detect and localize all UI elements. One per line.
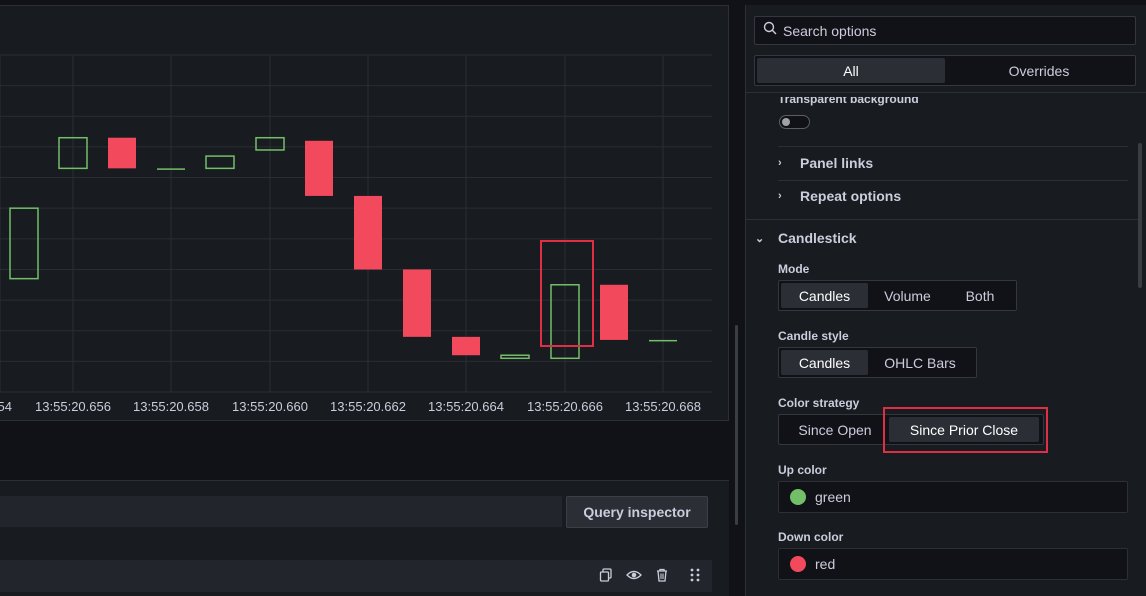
color-strategy-option-since-prior-close[interactable]: Since Prior Close [889,417,1039,442]
tab-all[interactable]: All [757,58,945,83]
pane-resize-handle[interactable] [735,325,738,525]
color-strategy-option-since-open[interactable]: Since Open [798,421,872,438]
divider [778,180,1128,181]
options-divider [746,92,1146,93]
candle [9,207,39,280]
mode-option-volume[interactable]: Volume [884,287,931,304]
transparent-background-label: Transparent background [778,97,919,106]
chevron-right-icon: › [778,190,782,202]
mode-option-candles[interactable]: Candles [781,283,868,308]
repeat-options-label: Repeat options [800,188,902,204]
panel-links-section[interactable]: › Panel links [778,148,873,178]
drag-handle-icon[interactable] [687,568,703,584]
repeat-options-section[interactable]: › Repeat options [778,181,901,211]
candle [452,336,480,356]
since-prior-close-highlight-box [883,407,1048,453]
candle-highlight-box [540,240,594,347]
down-color-label: Down color [778,530,844,544]
query-inspector-button[interactable]: Query inspector [566,496,708,528]
candle-style-option-candles[interactable]: Candles [781,350,868,375]
x-tick-label: 13:55:20.660 [232,399,308,414]
candle [600,284,628,340]
panel-links-label: Panel links [800,155,874,171]
candle [108,137,136,169]
query-row-header [0,560,712,592]
options-scrollbar[interactable] [1138,143,1142,288]
candle [649,339,677,342]
up-color-picker[interactable]: green [778,481,1128,513]
toggle-knob [782,118,790,126]
mode-radio-group: Candles Volume Both [778,280,1017,311]
copy-icon[interactable] [598,568,614,584]
x-tick-label: 13:55:20.664 [428,399,504,414]
chevron-down-icon: ⌄ [755,232,765,245]
color-strategy-label: Color strategy [778,396,860,410]
search-options-input[interactable] [783,22,1113,39]
candle [403,269,431,337]
x-tick-label: 13:55:20.656 [35,399,111,414]
down-color-picker[interactable]: red [778,548,1128,580]
color-strategy-radio-group: Since Open Since Prior Close [778,414,1044,445]
divider [778,146,1128,147]
search-icon [763,21,777,40]
candle [500,354,530,360]
candle [255,136,285,151]
up-color-label: Up color [778,463,827,477]
options-tab-switch: All Overrides [754,55,1136,86]
candle-style-radio-group: Candles OHLC Bars [778,347,977,378]
candle-style-label: Candle style [778,329,849,343]
x-tick-label: 13:55:20.666 [527,399,603,414]
section-divider [746,219,1138,220]
trash-icon[interactable] [654,568,670,584]
x-tick-label: 13:55:20.668 [625,399,701,414]
candlestick-chart: 54 13:55:20.656 13:55:20.658 13:55:20.660 13… [0,54,712,414]
candle [58,136,88,170]
x-tick-label: 13:55:20.658 [133,399,209,414]
up-color-value: green [815,489,851,505]
chevron-right-icon: › [778,157,782,169]
mode-label: Mode [778,262,810,276]
candle [305,140,333,196]
down-color-swatch[interactable] [790,556,806,572]
candlestick-section-header[interactable]: ⌄ Candlestick [755,226,857,250]
candle [354,195,382,270]
transparent-background-toggle[interactable] [779,115,810,129]
candle [157,168,185,170]
tab-overrides[interactable]: Overrides [1008,62,1070,79]
search-options-field[interactable] [754,16,1136,45]
candle [550,284,580,360]
x-tick-label: 13:55:20.662 [330,399,406,414]
candle-style-option-ohlc-bars[interactable]: OHLC Bars [884,354,956,371]
up-color-swatch[interactable] [790,489,806,505]
x-tick-label: 54 [0,399,12,414]
query-tabs-bar [0,496,562,527]
eye-icon[interactable] [626,568,642,584]
candle [205,155,235,170]
mode-option-both[interactable]: Both [965,287,995,304]
down-color-value: red [815,556,836,572]
chart-panel: 54 13:55:20.656 13:55:20.658 13:55:20.660 13… [0,5,729,421]
candlestick-section-label: Candlestick [778,230,857,246]
